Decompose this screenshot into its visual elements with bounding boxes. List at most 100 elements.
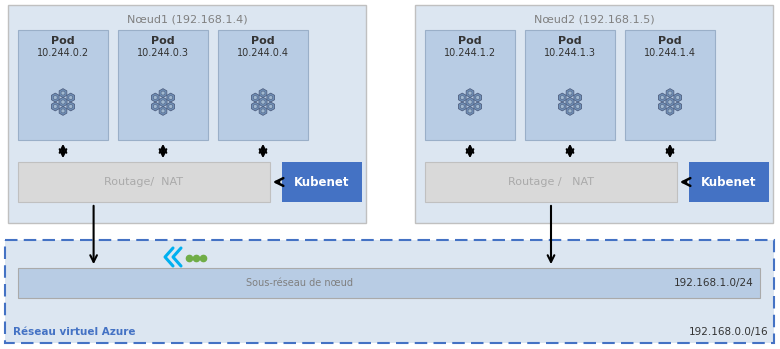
FancyBboxPatch shape: [415, 5, 773, 223]
Polygon shape: [261, 91, 265, 95]
Polygon shape: [661, 104, 665, 109]
Polygon shape: [161, 109, 165, 113]
Text: 10.244.0.3: 10.244.0.3: [137, 48, 189, 58]
Text: Kubenet: Kubenet: [294, 176, 349, 188]
Polygon shape: [675, 95, 679, 100]
Polygon shape: [576, 104, 580, 109]
Polygon shape: [568, 109, 572, 113]
Polygon shape: [476, 104, 480, 109]
Polygon shape: [161, 100, 165, 104]
FancyBboxPatch shape: [282, 162, 362, 202]
Polygon shape: [668, 91, 672, 95]
Text: 10.244.1.2: 10.244.1.2: [444, 48, 496, 58]
Polygon shape: [168, 95, 172, 100]
Polygon shape: [267, 93, 275, 102]
Polygon shape: [167, 93, 175, 102]
FancyBboxPatch shape: [218, 30, 308, 140]
Polygon shape: [658, 93, 666, 102]
Polygon shape: [460, 104, 464, 109]
Text: 10.244.0.4: 10.244.0.4: [237, 48, 289, 58]
Polygon shape: [459, 102, 466, 111]
FancyBboxPatch shape: [625, 30, 715, 140]
Polygon shape: [261, 109, 265, 113]
Text: Pod: Pod: [151, 36, 175, 46]
Polygon shape: [476, 95, 480, 100]
Polygon shape: [560, 95, 564, 100]
Polygon shape: [151, 93, 159, 102]
Polygon shape: [468, 100, 472, 104]
Polygon shape: [568, 100, 572, 104]
Polygon shape: [168, 104, 172, 109]
Polygon shape: [254, 95, 257, 100]
Polygon shape: [254, 104, 257, 109]
Polygon shape: [61, 100, 65, 104]
Polygon shape: [267, 102, 275, 111]
Polygon shape: [576, 95, 580, 100]
Polygon shape: [674, 102, 682, 111]
FancyBboxPatch shape: [425, 162, 677, 202]
Polygon shape: [269, 95, 273, 100]
Polygon shape: [159, 89, 167, 97]
Polygon shape: [460, 95, 464, 100]
Polygon shape: [474, 102, 481, 111]
Polygon shape: [69, 95, 73, 100]
Polygon shape: [151, 102, 159, 111]
Polygon shape: [159, 97, 167, 107]
Polygon shape: [154, 95, 158, 100]
Polygon shape: [269, 104, 273, 109]
Polygon shape: [558, 93, 566, 102]
Polygon shape: [154, 104, 158, 109]
Polygon shape: [674, 93, 682, 102]
Polygon shape: [468, 109, 472, 113]
Polygon shape: [675, 104, 679, 109]
Text: Kubenet: Kubenet: [701, 176, 757, 188]
Polygon shape: [259, 106, 267, 116]
Text: Routage/  NAT: Routage/ NAT: [105, 177, 183, 187]
Polygon shape: [53, 95, 57, 100]
Polygon shape: [59, 106, 67, 116]
Text: 192.168.0.0/16: 192.168.0.0/16: [689, 327, 768, 337]
Polygon shape: [61, 91, 65, 95]
Polygon shape: [69, 104, 73, 109]
Polygon shape: [261, 100, 265, 104]
FancyBboxPatch shape: [5, 240, 774, 343]
Polygon shape: [259, 97, 267, 107]
Polygon shape: [568, 91, 572, 95]
Polygon shape: [53, 104, 57, 109]
Text: Pod: Pod: [51, 36, 75, 46]
Text: Nœud1 (192.168.1.4): Nœud1 (192.168.1.4): [126, 15, 247, 25]
Polygon shape: [251, 93, 259, 102]
Polygon shape: [161, 91, 165, 95]
Polygon shape: [574, 102, 582, 111]
Polygon shape: [668, 100, 672, 104]
Polygon shape: [474, 93, 481, 102]
Polygon shape: [51, 102, 59, 111]
FancyBboxPatch shape: [18, 162, 270, 202]
Polygon shape: [566, 106, 574, 116]
Text: Routage /   NAT: Routage / NAT: [508, 177, 594, 187]
Polygon shape: [668, 109, 672, 113]
Polygon shape: [159, 106, 167, 116]
Polygon shape: [574, 93, 582, 102]
Polygon shape: [666, 97, 674, 107]
Polygon shape: [59, 89, 67, 97]
Polygon shape: [67, 93, 75, 102]
FancyBboxPatch shape: [118, 30, 208, 140]
Polygon shape: [661, 95, 665, 100]
Polygon shape: [251, 102, 259, 111]
Polygon shape: [459, 93, 466, 102]
Text: Nœud2 (192.168.1.5): Nœud2 (192.168.1.5): [534, 15, 654, 25]
Text: Pod: Pod: [658, 36, 682, 46]
Text: Pod: Pod: [251, 36, 275, 46]
Polygon shape: [666, 89, 674, 97]
Polygon shape: [259, 89, 267, 97]
Polygon shape: [558, 102, 566, 111]
Polygon shape: [466, 106, 473, 116]
Polygon shape: [466, 89, 473, 97]
Polygon shape: [566, 97, 574, 107]
Polygon shape: [658, 102, 666, 111]
Polygon shape: [466, 97, 474, 107]
Text: 10.244.0.2: 10.244.0.2: [37, 48, 89, 58]
Text: Pod: Pod: [558, 36, 582, 46]
Text: Pod: Pod: [458, 36, 482, 46]
